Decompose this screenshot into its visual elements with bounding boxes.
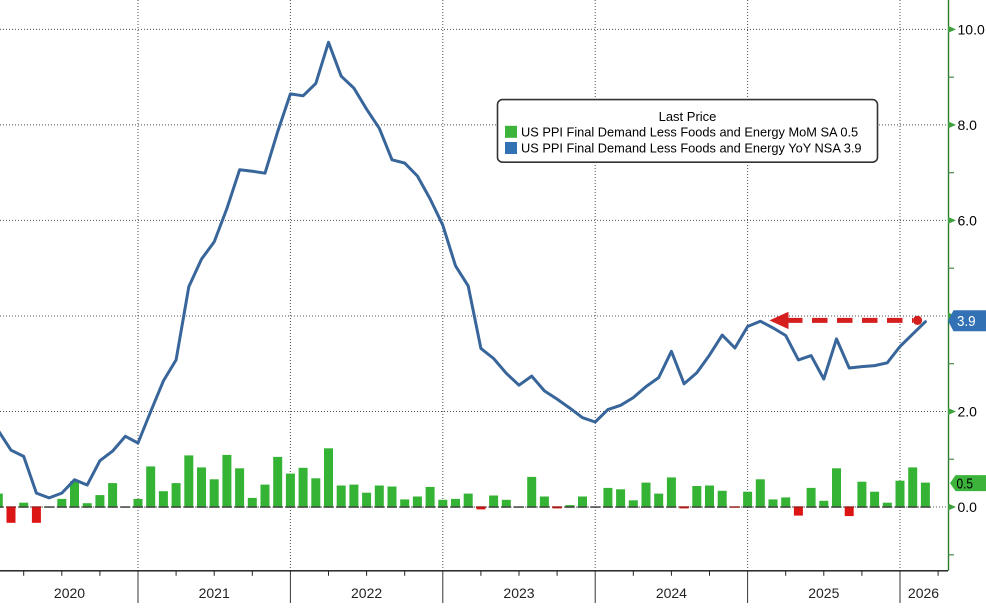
svg-text:2020: 2020 [54,585,85,601]
svg-text:0.0: 0.0 [958,499,978,515]
svg-text:8.0: 8.0 [958,117,978,133]
svg-text:US PPI Final Demand Less Foods: US PPI Final Demand Less Foods and Energ… [521,141,862,156]
svg-text:2022: 2022 [351,585,382,601]
svg-text:10.0: 10.0 [958,21,985,37]
svg-text:3.9: 3.9 [957,313,976,330]
svg-text:2.0: 2.0 [958,404,978,420]
svg-text:2026: 2026 [908,585,939,601]
svg-text:2021: 2021 [199,585,230,601]
svg-text:0.5: 0.5 [957,476,974,492]
svg-text:6.0: 6.0 [958,212,978,228]
svg-text:Last Price: Last Price [659,109,717,124]
svg-text:2025: 2025 [808,585,839,601]
svg-text:US PPI Final Demand Less Foods: US PPI Final Demand Less Foods and Energ… [521,124,858,139]
svg-text:2024: 2024 [656,585,687,601]
svg-text:2023: 2023 [503,585,534,601]
